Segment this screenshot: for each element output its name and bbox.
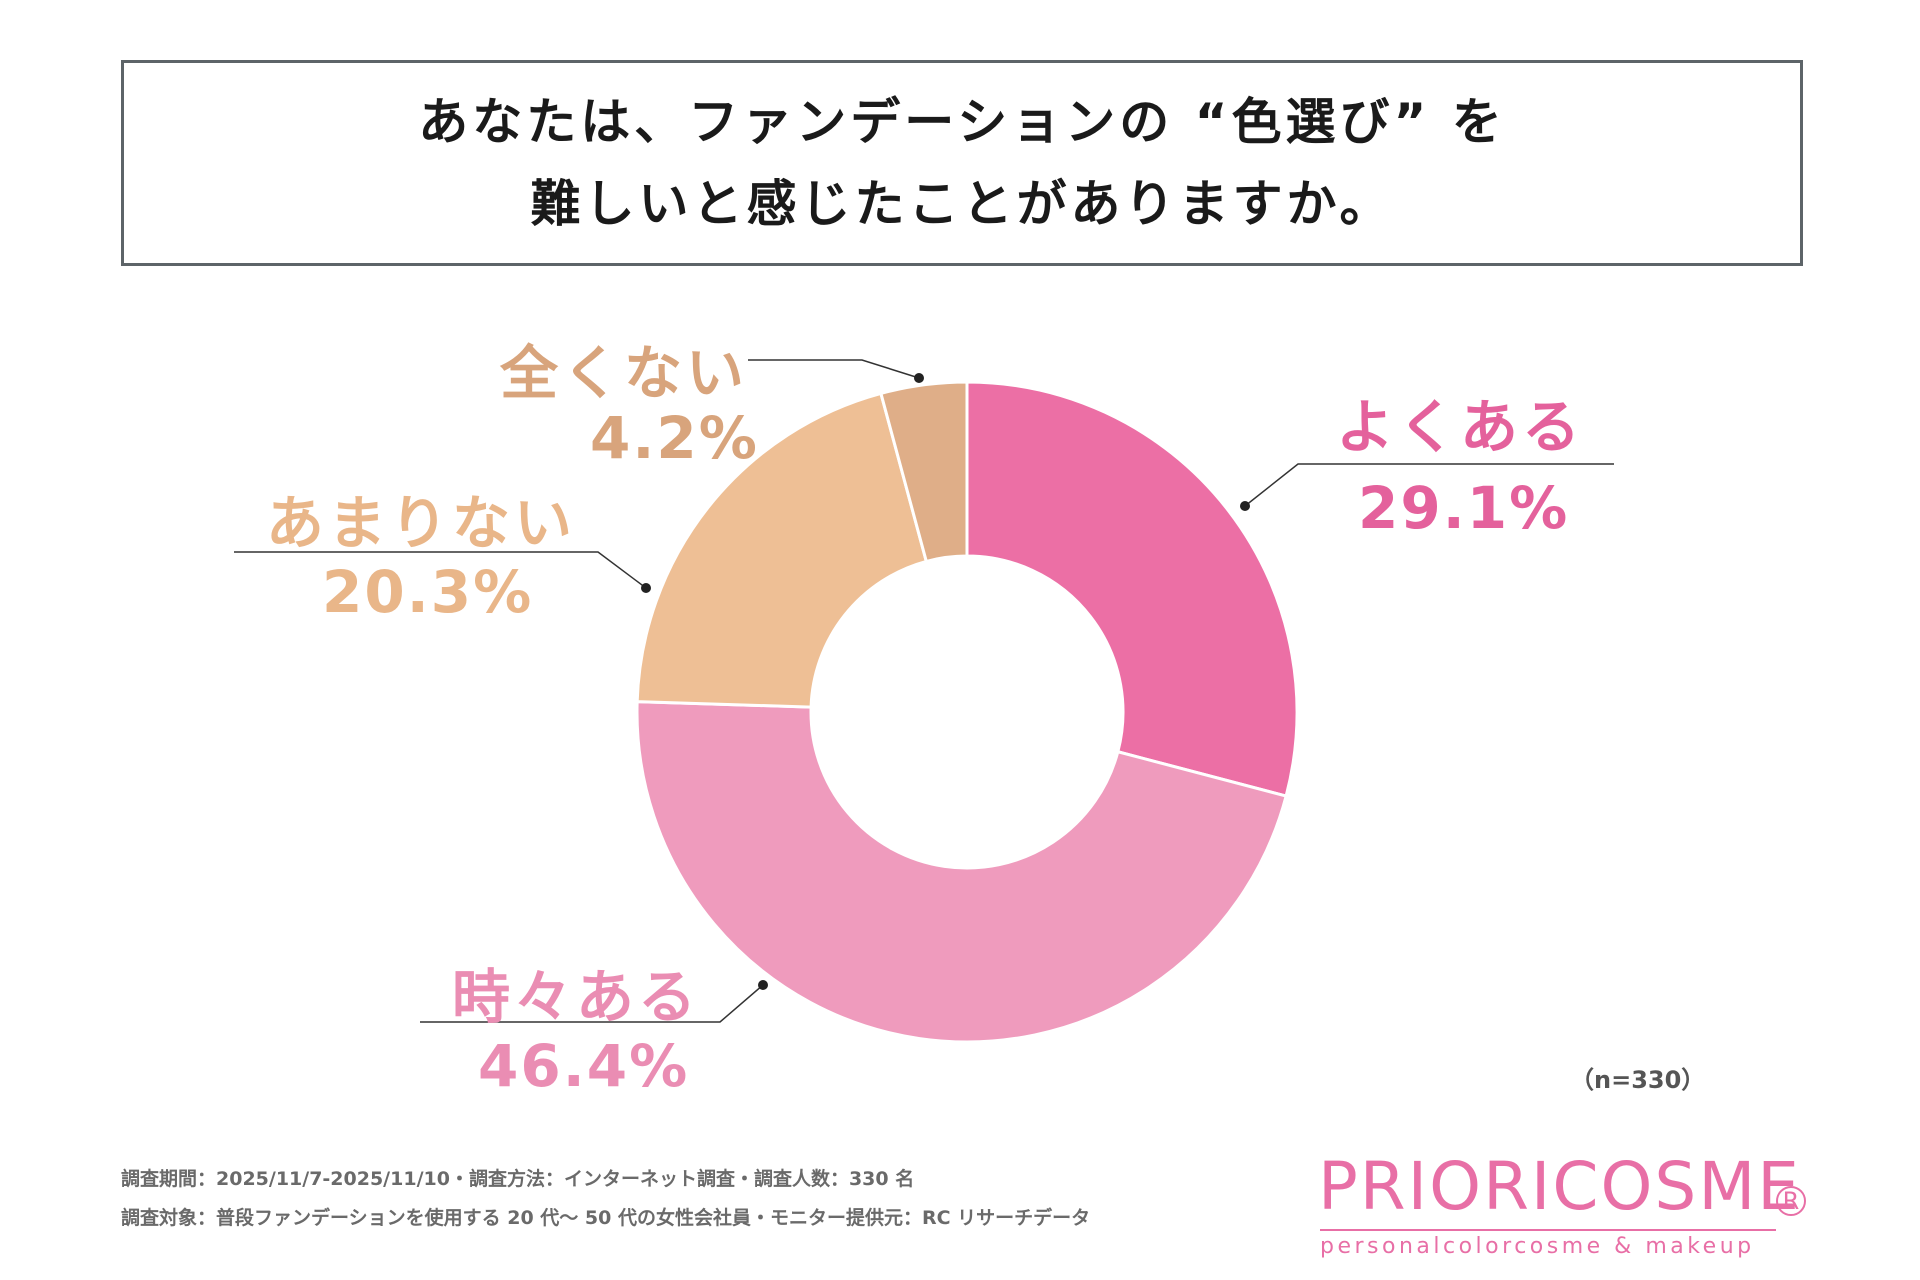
leader-dot-1	[758, 980, 768, 990]
brand-tagline: personalcolorcosme & makeup	[1320, 1234, 1755, 1259]
leader-line-2	[234, 551, 647, 589]
leader-line-3	[748, 359, 920, 379]
footer-survey-target: 調査対象：普段ファンデーションを使用する 20 代～ 50 代の女性会社員・モニ…	[121, 1207, 1091, 1229]
label-name-0: よくある	[1336, 393, 1585, 461]
donut-slice-2	[635, 391, 929, 709]
leader-line-0	[1244, 463, 1614, 507]
label-name-1: 時々ある	[452, 963, 701, 1031]
label-value-1: 46.4%	[478, 1032, 690, 1100]
donut-slice-3	[879, 380, 969, 564]
donut-slice-1	[635, 700, 1288, 1044]
leader-dot-3	[914, 373, 924, 383]
title-box: あなたは、ファンデーションの “色選び” を 難しいと感じたことがありますか。	[121, 60, 1803, 266]
label-name-2: あまりない	[266, 489, 577, 557]
title-line-2: 難しいと感じたことがありますか。	[530, 175, 1394, 233]
leader-dot-2	[641, 583, 651, 593]
footer-survey-period: 調査期間：2025/11/7-2025/11/10・調査方法：インターネット調査…	[121, 1168, 915, 1190]
registered-mark: R	[1776, 1186, 1806, 1216]
label-name-3: 全くない	[500, 339, 749, 407]
brand-underline	[1320, 1229, 1776, 1231]
leader-dot-0	[1240, 501, 1250, 511]
label-value-0: 29.1%	[1358, 474, 1570, 542]
title-line-1: あなたは、ファンデーションの “色選び” を	[418, 93, 1506, 151]
leader-line-1	[420, 984, 764, 1023]
label-value-2: 20.3%	[322, 558, 534, 626]
label-value-3: 4.2%	[590, 404, 759, 472]
brand-logo: PRIORICOSME	[1318, 1148, 1801, 1225]
donut-slice-0	[965, 380, 1299, 798]
sample-size-note: （n=330）	[1570, 1066, 1706, 1094]
